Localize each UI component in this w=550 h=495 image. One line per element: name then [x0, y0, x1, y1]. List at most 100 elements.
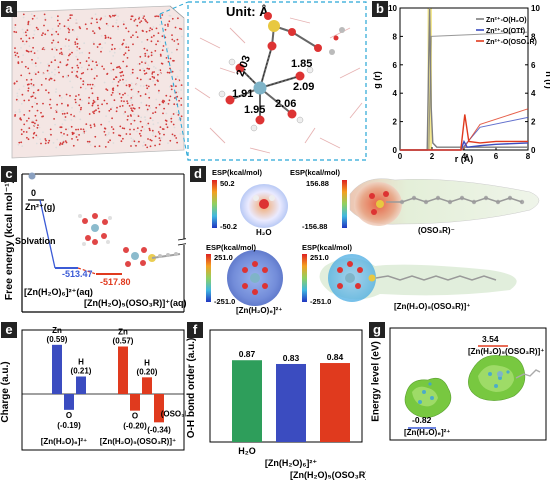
water-molecule-dot: [28, 99, 30, 102]
water-molecule-dot: [32, 37, 35, 39]
water-molecule-dot: [26, 136, 28, 139]
water-molecule-dot: [98, 27, 101, 30]
zn-solvation-structure: [194, 12, 363, 154]
water-molecule-dot: [76, 42, 79, 45]
water-molecule-dot: [115, 22, 118, 24]
water-molecule-dot: [156, 15, 158, 17]
water-molecule-dot: [148, 127, 151, 130]
water-molecule-dot: [74, 101, 77, 104]
water-molecule-dot: [138, 17, 140, 20]
water-molecule-dot: [96, 21, 98, 24]
water-molecule-dot: [150, 54, 153, 57]
water-molecule-dot: [87, 102, 90, 105]
water-molecule-dot: [123, 53, 125, 56]
water-molecule-dot: [82, 80, 85, 83]
water-molecule-dot: [14, 47, 16, 49]
water-molecule-dot: [149, 129, 151, 132]
bond-length-4: 2.09: [293, 81, 315, 93]
water-molecule-dot: [89, 124, 92, 127]
water-molecule-dot: [35, 65, 37, 68]
water-molecule-dot: [143, 141, 145, 144]
x-category-label: [Zn(H₂O)₆]²⁺: [265, 458, 318, 468]
bar-value-label: (-0.34): [147, 425, 171, 434]
water-molecule-dot: [61, 113, 64, 115]
panel-d: d: [190, 166, 550, 318]
water-molecule-dot: [81, 51, 84, 54]
bond-order-bar: [276, 363, 306, 442]
water-molecule-dot: [163, 133, 165, 136]
water-molecule-dot: [34, 114, 37, 117]
water-molecule-dot: [87, 83, 89, 86]
group-label: [Zn(H₂O)₆]²⁺: [41, 437, 88, 446]
panel-c: c Free: [0, 166, 186, 318]
water-molecule-dot: [33, 29, 36, 32]
water-molecule-dot: [86, 28, 88, 30]
water-molecule-dot: [112, 68, 115, 71]
water-molecule-dot: [117, 15, 119, 18]
bond-order-bar: [320, 363, 350, 442]
water-molecule-dot: [94, 135, 97, 138]
water-molecule-dot: [27, 117, 30, 120]
water-molecule-dot: [126, 118, 129, 121]
water-molecule-dot: [94, 66, 96, 69]
water-molecule-dot: [18, 111, 21, 113]
water-molecule-dot: [154, 50, 157, 52]
bond-order-bar: [232, 360, 262, 442]
water-molecule-dot: [150, 51, 153, 54]
bond-order-chart: O-H bond order (a.u.) 0.87 0.83 0.84 H₂O [Zn(…: [186, 329, 366, 480]
water-molecule-dot: [59, 27, 62, 30]
water-molecule-dot: [144, 52, 147, 55]
water-molecule-dot: [109, 16, 112, 18]
water-molecule-dot: [14, 54, 17, 57]
water-molecule-dot: [91, 17, 93, 20]
water-molecule-dot: [151, 71, 154, 74]
water-molecule-dot: [21, 93, 24, 96]
water-molecule-dot: [53, 79, 56, 82]
water-molecule-dot: [158, 143, 161, 146]
water-molecule-dot: [121, 127, 124, 129]
water-molecule-dot: [69, 94, 71, 97]
bar-value-label: (0.21): [71, 367, 92, 376]
water-molecule-dot: [14, 24, 17, 26]
water-molecule-dot: [35, 26, 38, 29]
water-molecule-dot: [57, 25, 60, 27]
charge-chart: Charge (a.u.)Zn(0.59)O(-0.19)H(0.21)[Zn(…: [0, 326, 186, 451]
water-molecule-dot: [154, 144, 157, 147]
water-molecule-dot: [175, 39, 177, 42]
esp-title-2: ESP(kcal/mol): [290, 168, 341, 177]
water-molecule-dot: [37, 71, 40, 74]
water-molecule-dot: [48, 79, 51, 81]
water-molecule-dot: [35, 134, 38, 137]
water-molecule-dot: [20, 141, 23, 144]
water-molecule-dot: [22, 31, 25, 34]
water-molecule-dot: [60, 131, 63, 134]
water-molecule-dot: [104, 146, 107, 148]
water-molecule-dot: [171, 70, 174, 73]
water-molecule-dot: [33, 85, 35, 88]
water-molecule-dot: [28, 127, 31, 129]
water-molecule-dot: [85, 130, 88, 132]
legend-entry: Zn²⁺-O(H₂O): [486, 16, 527, 24]
water-molecule-dot: [132, 87, 135, 90]
water-molecule-dot: [155, 98, 158, 101]
water-molecule-dot: [132, 107, 135, 109]
water-molecule-dot: [129, 84, 132, 86]
water-molecule-dot: [88, 52, 91, 54]
water-molecule-dot: [163, 107, 166, 110]
water-molecule-dot: [49, 98, 52, 101]
esp-min-2: -156.88: [302, 222, 328, 231]
water-molecule-dot: [143, 69, 146, 72]
water-molecule-dot: [140, 101, 143, 104]
water-molecule-dot: [177, 114, 180, 116]
esp-min-4: -251.0: [310, 297, 332, 306]
water-molecule-dot: [120, 140, 123, 143]
water-molecule-dot: [153, 77, 156, 79]
water-molecule-dot: [57, 33, 60, 36]
water-molecule-dot: [75, 55, 78, 58]
water-molecule-dot: [109, 37, 112, 40]
water-molecule-dot: [112, 132, 115, 134]
y-tick-label: 6: [393, 61, 398, 70]
water-molecule-dot: [74, 116, 77, 118]
